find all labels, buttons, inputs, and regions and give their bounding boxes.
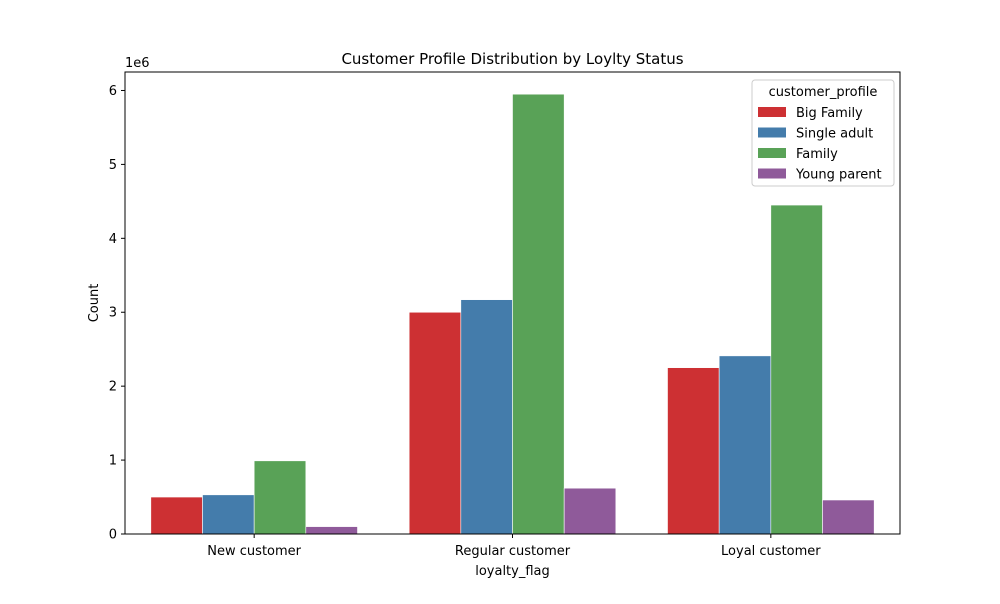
axes-layer: 0 1 2 3 4 5 6 New customer Regular customer Loyal…: [109, 84, 822, 559]
legend: customer_profile Big Family Single adult F…: [751, 79, 895, 187]
legend-swatch-family: [758, 148, 786, 158]
legend-frame: [751, 79, 895, 187]
x-tick-label: Regular customer: [455, 544, 571, 559]
x-tick-label: Loyal customer: [721, 544, 821, 559]
bar-young-parent-0: [305, 526, 358, 535]
y-offset-label: 1e6: [125, 56, 150, 71]
bar-family-1: [512, 93, 565, 535]
bar-single-adult-2: [718, 355, 772, 535]
y-tick-label: 3: [109, 306, 117, 321]
x-tick-label: New customer: [207, 544, 301, 559]
bar-young-parent-1: [563, 487, 617, 535]
legend-label-big-family: Big Family: [796, 106, 863, 121]
legend-items: Big Family Single adult Family Young parent: [758, 106, 882, 183]
y-tick-label: 2: [109, 380, 117, 395]
legend-title: customer_profile: [769, 85, 878, 100]
bar-family-2: [770, 204, 823, 535]
legend-swatch-young-parent: [758, 168, 786, 179]
chart-title: Customer Profile Distribution by Loylty …: [341, 50, 683, 68]
bar-big-family-2: [667, 367, 720, 535]
y-tick-label: 0: [109, 528, 117, 543]
x-axis-label: loyalty_flag: [475, 564, 550, 579]
bar-big-family-0: [150, 496, 203, 535]
bar-single-adult-1: [460, 299, 513, 535]
bar-big-family-1: [408, 311, 462, 535]
legend-swatch-single-adult: [758, 127, 786, 138]
bar-single-adult-0: [202, 494, 255, 535]
bar-family-0: [253, 460, 307, 535]
legend-label-young-parent: Young parent: [795, 168, 882, 183]
y-axis-label: Count: [87, 284, 102, 323]
y-tick-label: 5: [109, 158, 117, 173]
legend-label-family: Family: [796, 147, 838, 162]
bar-young-parent-2: [822, 499, 875, 535]
bars-layer: [150, 93, 875, 535]
legend-swatch-big-family: [758, 107, 786, 117]
y-tick-label: 1: [109, 454, 117, 469]
y-tick-label: 6: [109, 84, 117, 99]
legend-label-single-adult: Single adult: [796, 127, 873, 142]
y-tick-label: 4: [109, 232, 117, 247]
